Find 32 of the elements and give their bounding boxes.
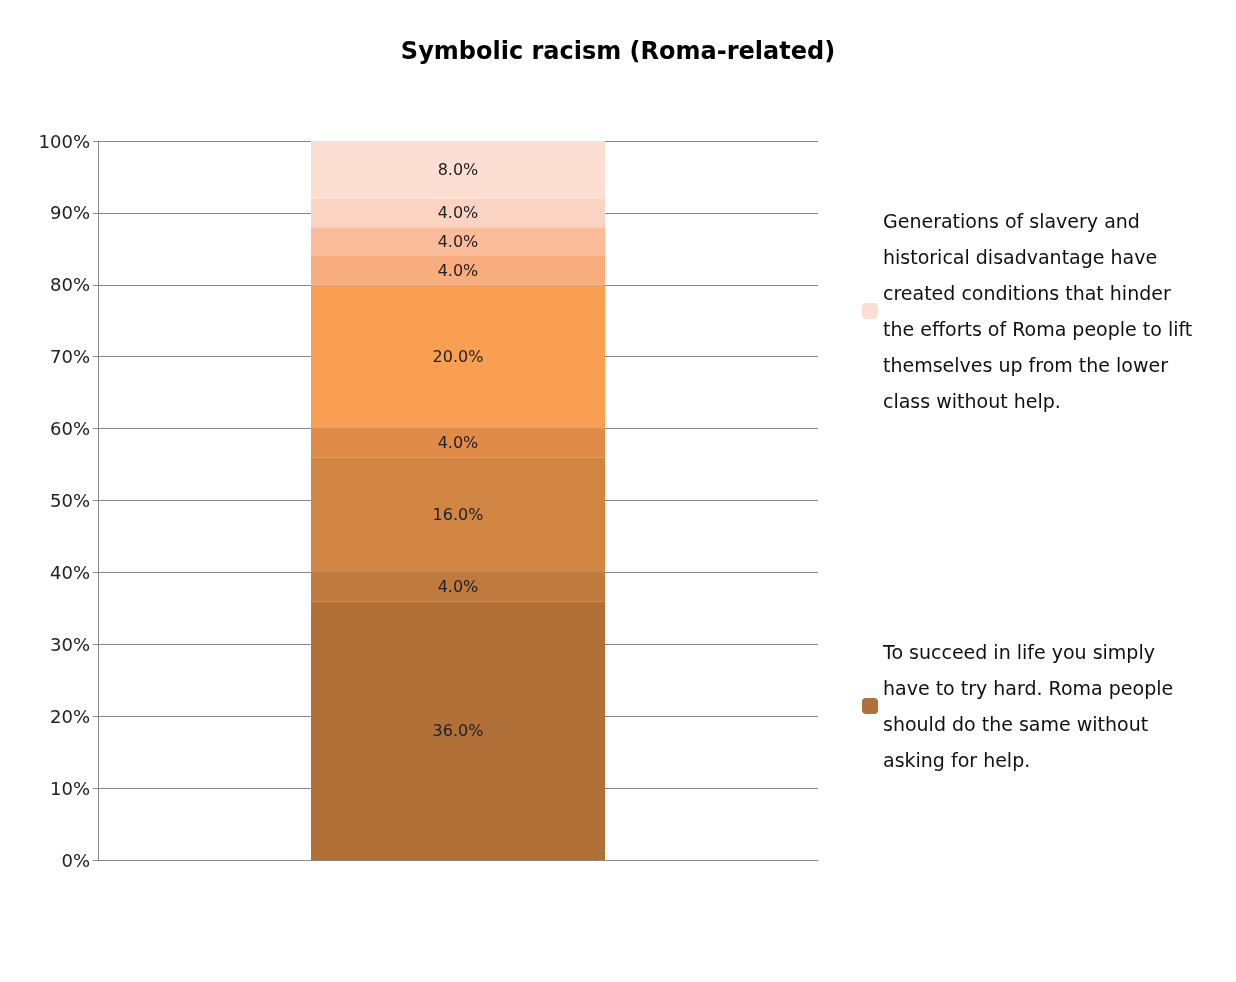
bar [311,198,605,228]
data-label: 4.0% [437,433,479,453]
y-tick-label: 50% [49,490,90,511]
y-tick-label: 40% [49,561,90,583]
data-label: 4.0% [437,577,479,597]
bar [311,457,605,573]
legend-label: Generations of slavery and historical disadvantage have created conditions that hinder the efforts of Roma people to lift themselves up from the lower class without help. [883,210,1199,412]
y-tick-label: 90% [49,202,90,224]
bar [311,284,605,429]
data-label: 4.0% [437,260,479,280]
chart-title: Symbolic racism (Roma-related) [400,37,836,65]
bar [311,141,605,199]
data-label: 36.0% [432,721,484,741]
y-tick-label: 30% [49,633,90,655]
data-label: 4.0% [437,203,479,223]
bar [311,572,605,602]
y-tick-label: 60% [49,418,90,440]
data-label: 16.0% [432,505,484,525]
y-tick-label: 0% [61,849,90,871]
y-tick-label: 10% [49,777,90,799]
y-tick-label: 20% [49,705,90,727]
legend-label: To succeed in life you simply have to try hard. Roma people should do the same without asking for help. [882,641,1180,771]
y-tick-label: 80% [49,274,90,296]
bar [311,601,605,860]
data-label: 4.0% [437,232,479,252]
bar [311,227,605,257]
data-label: 20.0% [432,347,484,367]
bar [311,428,605,458]
y-tick-label: 70% [49,346,90,368]
data-label: 8.0% [437,160,479,180]
bar [311,256,605,285]
y-tick-label: 100% [38,130,90,152]
